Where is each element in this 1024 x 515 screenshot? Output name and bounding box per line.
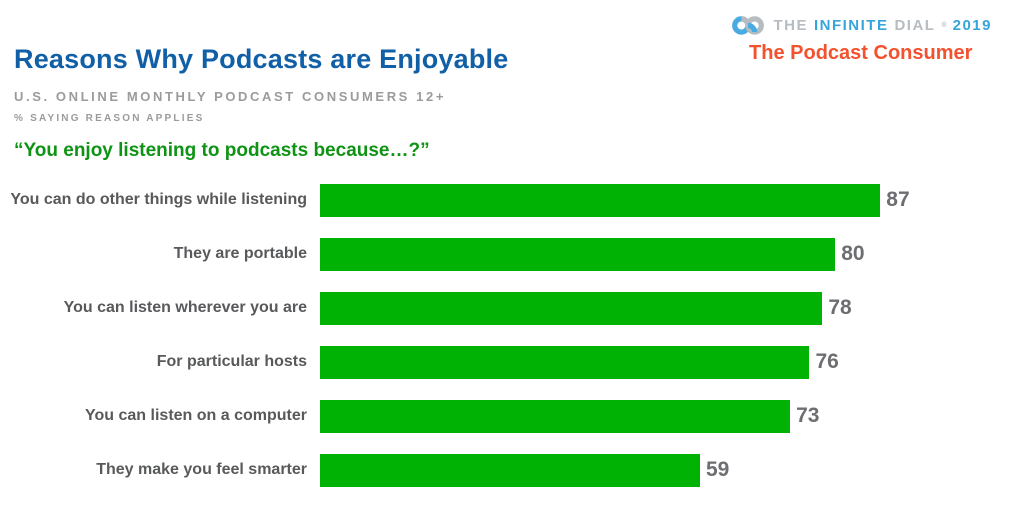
bar [320, 453, 700, 487]
bar-track: 87 [320, 183, 964, 217]
bar-row: They are portable 80 [0, 227, 1024, 281]
survey-question: “You enjoy listening to podcasts because… [14, 140, 430, 161]
bar-value-label: 76 [815, 350, 839, 373]
bar [320, 291, 823, 325]
metric-subnote: % SAYING REASON APPLIES [14, 113, 205, 124]
bar-track: 73 [320, 399, 964, 433]
bar-category-label: You can listen wherever you are [63, 299, 307, 316]
logo-year: 2019 [952, 17, 992, 34]
bar-track: 76 [320, 345, 964, 379]
bar-value-label: 87 [886, 188, 910, 211]
bar-category-label: You can listen on a computer [85, 407, 307, 424]
page-title: Reasons Why Podcasts are Enjoyable [14, 44, 509, 74]
chart-header: Reasons Why Podcasts are Enjoyable U.S. … [14, 44, 508, 162]
bar [320, 237, 836, 271]
bar-value-label: 80 [841, 242, 865, 265]
bar-track: 59 [320, 453, 964, 487]
logo-word-infinite: INFINITE [813, 17, 889, 34]
bar-value-label: 73 [796, 404, 820, 427]
bar-category-label: For particular hosts [156, 353, 307, 370]
bar-row: You can listen on a computer 73 [0, 389, 1024, 443]
bar-rows: You can do other things while listening … [0, 173, 1024, 497]
audience-subtitle: U.S. ONLINE MONTHLY PODCAST CONSUMERS 12… [14, 89, 447, 104]
registered-mark: ® [941, 22, 947, 29]
bar-value-label: 59 [705, 458, 730, 481]
bar [320, 399, 791, 433]
logo-word-the: THE [773, 17, 808, 34]
bar-chart: You can do other things while listening … [0, 173, 1024, 497]
bar-track: 78 [320, 291, 964, 325]
bar-row: You can listen wherever you are 78 [0, 281, 1024, 335]
infinite-dial-logo: THE INFINITE DIAL ® 2019 [729, 14, 992, 37]
bar-row: For particular hosts 76 [0, 335, 1024, 389]
logo-word-dial: DIAL [894, 17, 936, 34]
bar-value-label: 78 [828, 296, 852, 319]
bar-row: They make you feel smarter 59 [0, 443, 1024, 497]
bar-category-label: They are portable [173, 245, 307, 262]
brand-block: THE INFINITE DIAL ® 2019 The Podcast Cons… [729, 14, 992, 65]
report-tagline: The Podcast Consumer [749, 42, 973, 64]
bar-track: 80 [320, 237, 964, 271]
bar-row: You can do other things while listening … [0, 173, 1024, 227]
bar [320, 345, 810, 379]
infinity-icon [729, 14, 767, 37]
bar-category-label: You can do other things while listening [10, 191, 307, 208]
bar-category-label: They make you feel smarter [96, 461, 307, 478]
bar [320, 183, 881, 217]
